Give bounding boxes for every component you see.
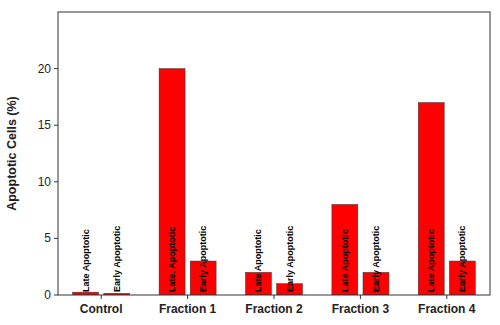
y-tick [54,181,58,182]
y-tick [54,238,58,239]
y-tick-label: 5 [44,231,51,245]
bar-label: Late Apoptotic [81,229,91,292]
x-tick [187,295,188,299]
bars [73,69,476,295]
x-tick [446,295,447,299]
chart: Late Apoptotic Late. Apoptotic Late Apopto… [0,0,500,325]
bar-label: Early Apoptotic [198,226,208,292]
bar-label: Early Apoptotic [285,226,295,292]
x-tick [274,295,275,299]
y-tick-label: 0 [44,288,51,302]
y-tick [54,295,58,296]
y-tick-label: 20 [38,62,52,76]
x-tick [101,295,102,299]
x-tick-label: Fraction 3 [332,302,390,316]
x-tick-label: Control [80,302,123,316]
y-tick [54,68,58,69]
x-tick-label: Fraction 1 [159,302,217,316]
bar-label: Early Apoptotic [457,226,467,292]
x-tick [360,295,361,299]
bar-label: Early Apoptotic [112,226,122,292]
x-tick-label: Fraction 2 [245,302,303,316]
y-axis-label: Apoptotic Cells (%) [5,96,19,211]
bar-label: Early Apoptotic [371,226,381,292]
y-tick [54,125,58,126]
x-tick-label: Fraction 4 [418,302,476,316]
plot-frame [58,12,490,295]
bar-label: Late Apoptotic [426,229,436,292]
bar [159,69,185,295]
bar [332,204,358,295]
y-tick-label: 10 [38,175,52,189]
y-tick-label: 15 [38,118,52,132]
bar-label: Late Apoptotic [340,229,350,292]
bar-label: Late. Apoptotic [167,227,177,292]
bar [418,103,444,295]
bar-label: Late Apoptotic [253,229,263,292]
